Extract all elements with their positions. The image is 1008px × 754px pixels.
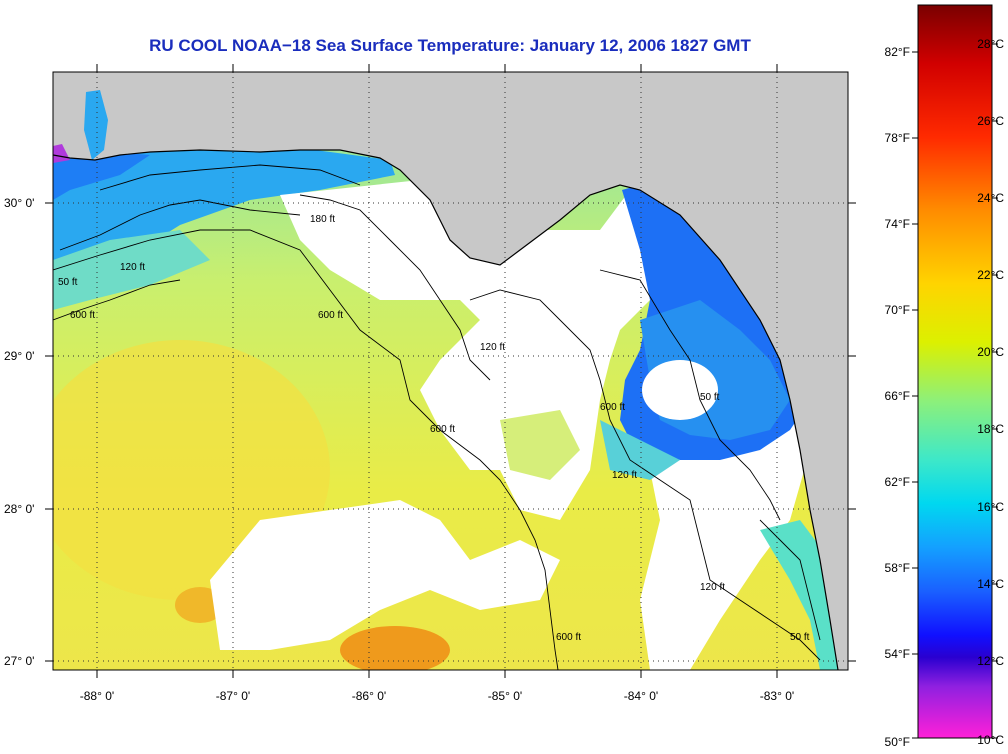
- celsius-labels: 28°C 26°C 24°C 22°C 20°C 18°C 16°C 14°C …: [977, 37, 1004, 747]
- map-frame: [52, 71, 849, 671]
- cool-water-transition: [600, 420, 680, 480]
- celsius-label: 20°C: [977, 345, 1004, 359]
- fahrenheit-label: 74°F: [885, 217, 910, 231]
- cloud-cover-central: [280, 180, 680, 520]
- contour-labels: 50 ft 120 ft 180 ft 600 ft 600 ft 120 ft…: [58, 214, 810, 643]
- sea-gap: [500, 410, 580, 480]
- land-mass: [53, 72, 848, 670]
- isobath-contours: [53, 164, 821, 670]
- cloud-small-florida: [642, 360, 718, 420]
- celsius-label: 28°C: [977, 37, 1004, 51]
- celsius-label: 22°C: [977, 268, 1004, 282]
- contour-label: 120 ft: [480, 342, 505, 353]
- colorbar-ticks: [912, 43, 998, 739]
- inlet-cold-spot: [53, 144, 70, 163]
- tick-marks: [45, 64, 856, 678]
- contour-label: 180 ft: [310, 214, 335, 225]
- lon-label: -86° 0': [352, 689, 386, 703]
- contour-label: 600 ft: [556, 632, 581, 643]
- contour-label: 600 ft: [70, 310, 95, 321]
- cold-coastal-water-west: [53, 140, 395, 305]
- cloud-cover-south: [210, 500, 560, 650]
- map-title: RU COOL NOAA−18 Sea Surface Temperature:…: [149, 36, 751, 55]
- contour-label: 50 ft: [58, 277, 78, 288]
- colorbar-scale: [917, 4, 993, 739]
- fahrenheit-label: 58°F: [885, 561, 910, 575]
- contour-label: 600 ft: [600, 402, 625, 413]
- contour-label: 600 ft: [318, 310, 343, 321]
- lat-label: 28° 0': [4, 502, 34, 516]
- celsius-label: 14°C: [977, 577, 1004, 591]
- longitude-labels: -88° 0' -87° 0' -86° 0' -85° 0' -84° 0' …: [80, 689, 794, 703]
- fahrenheit-label: 70°F: [885, 303, 910, 317]
- cool-water-west: [53, 230, 210, 310]
- coastline: [53, 149, 839, 670]
- mobile-bay: [84, 90, 108, 160]
- celsius-label: 12°C: [977, 654, 1004, 668]
- contour-label: 50 ft: [700, 392, 720, 403]
- celsius-label: 18°C: [977, 422, 1004, 436]
- celsius-label: 26°C: [977, 114, 1004, 128]
- lat-label: 29° 0': [4, 349, 34, 363]
- lon-label: -85° 0': [488, 689, 522, 703]
- fahrenheit-label: 62°F: [885, 475, 910, 489]
- fahrenheit-label: 54°F: [885, 647, 910, 661]
- latitude-labels: 30° 0' 29° 0' 28° 0' 27° 0': [4, 196, 34, 668]
- lat-label: 27° 0': [4, 654, 34, 668]
- map-panel: 50 ft 120 ft 180 ft 600 ft 600 ft 120 ft…: [53, 72, 848, 670]
- lon-label: -87° 0': [216, 689, 250, 703]
- fahrenheit-label: 66°F: [885, 389, 910, 403]
- lon-label: -88° 0': [80, 689, 114, 703]
- celsius-label: 10°C: [977, 733, 1004, 747]
- colorbar: 82°F 78°F 74°F 70°F 66°F 62°F 58°F 54°F …: [885, 4, 1004, 749]
- contour-label: 120 ft: [120, 262, 145, 273]
- contour-label: 120 ft: [700, 582, 725, 593]
- celsius-label: 16°C: [977, 500, 1004, 514]
- lon-label: -84° 0': [624, 689, 658, 703]
- fahrenheit-label: 78°F: [885, 131, 910, 145]
- lat-label: 30° 0': [4, 196, 34, 210]
- lon-label: -83° 0': [760, 689, 794, 703]
- fahrenheit-label: 50°F: [885, 735, 910, 749]
- coldest-coastal-water-west: [53, 150, 150, 200]
- contour-label: 50 ft: [790, 632, 810, 643]
- fahrenheit-labels: 82°F 78°F 74°F 70°F 66°F 62°F 58°F 54°F …: [885, 45, 910, 749]
- celsius-label: 24°C: [977, 191, 1004, 205]
- contour-label: 600 ft: [430, 424, 455, 435]
- contour-label: 120 ft: [612, 470, 637, 481]
- fahrenheit-label: 82°F: [885, 45, 910, 59]
- warmest-water-patch: [340, 626, 450, 670]
